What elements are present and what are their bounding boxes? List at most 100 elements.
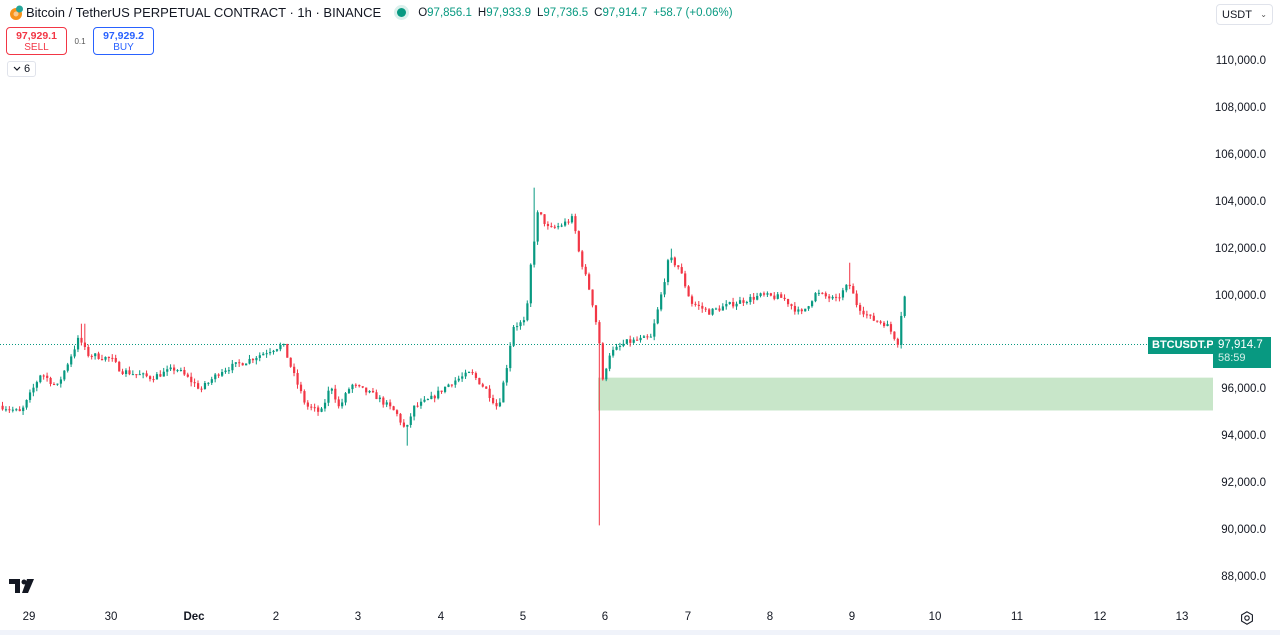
candle [443, 386, 447, 394]
sell-price: 97,929.1 [16, 30, 57, 42]
candle [426, 398, 430, 401]
candle [107, 356, 111, 362]
candle [810, 300, 814, 308]
candle [279, 342, 282, 352]
candle [478, 377, 481, 385]
candle [450, 384, 454, 388]
symbol-legend: Bitcoin / TetherUS PERPETUAL CONTRACT · … [8, 5, 733, 20]
candle [238, 359, 241, 367]
buy-button[interactable]: 97,929.2 BUY [93, 27, 154, 55]
candle [570, 213, 574, 224]
candle [416, 402, 419, 408]
settings-gear-icon[interactable] [1240, 611, 1254, 625]
candle [310, 403, 313, 411]
price-scale-label: 92,000.0 [1221, 477, 1266, 490]
change-value: +58.7 (+0.06%) [653, 6, 733, 19]
candle [368, 390, 371, 394]
candle [886, 320, 889, 327]
candle [666, 258, 670, 286]
candle [166, 365, 169, 376]
candle [221, 368, 224, 377]
candle [334, 384, 337, 403]
candle [625, 339, 628, 345]
candle [203, 380, 207, 390]
time-scale-label: 5 [519, 611, 527, 623]
candle [769, 292, 773, 297]
candle [59, 376, 63, 388]
market-open-dot-icon [397, 8, 407, 17]
candle [574, 213, 577, 234]
candle [124, 368, 128, 377]
candle [852, 283, 855, 294]
candle [118, 360, 121, 372]
buy-price: 97,929.2 [103, 30, 144, 42]
candle [11, 406, 14, 413]
candle [200, 386, 203, 393]
candle [660, 292, 663, 312]
candle [694, 301, 697, 307]
candle [680, 263, 683, 274]
candle [708, 308, 711, 315]
symbol-title[interactable]: Bitcoin / TetherUS PERPETUAL CONTRACT · … [26, 5, 382, 20]
candle [128, 366, 131, 376]
candle [179, 367, 183, 372]
candle [66, 362, 69, 373]
candle [385, 400, 388, 408]
candle [632, 337, 635, 344]
candle [155, 372, 159, 380]
candle [762, 291, 766, 297]
candle [701, 302, 704, 313]
candle [70, 354, 73, 368]
candle [361, 386, 364, 389]
candle [903, 295, 906, 318]
support-zone-rect[interactable] [598, 377, 1213, 411]
candle [193, 378, 196, 388]
candle [183, 366, 186, 376]
candle [540, 212, 543, 216]
candle [766, 291, 769, 297]
candle [690, 294, 694, 307]
candle [804, 308, 807, 312]
candle [838, 293, 841, 302]
bar-countdown: 58:59 [1218, 352, 1246, 364]
time-scale-label: 6 [601, 611, 609, 623]
candle [704, 306, 707, 312]
candle [718, 305, 721, 312]
candle [869, 314, 872, 319]
close-label: C [594, 6, 603, 19]
candle [344, 392, 347, 406]
candle [97, 351, 100, 360]
candle [581, 249, 584, 270]
sell-button[interactable]: 97,929.1 SELL [6, 27, 67, 55]
candle [824, 291, 827, 299]
candle [687, 285, 690, 297]
candle [39, 374, 42, 384]
candle [18, 406, 21, 412]
candle [841, 287, 845, 301]
candle [234, 362, 237, 368]
candle [94, 352, 97, 360]
candle [512, 325, 515, 348]
candle [351, 383, 354, 393]
open-label: O [418, 6, 428, 19]
candle [601, 342, 604, 381]
close-value: 97,914.7 [602, 6, 648, 19]
candle [883, 321, 886, 328]
candle [498, 398, 502, 408]
tradingview-logo-icon[interactable] [9, 579, 35, 598]
time-scale-label: 13 [1175, 611, 1189, 623]
open-value: 97,856.1 [427, 6, 472, 19]
candle [817, 289, 821, 296]
price-scale-label: 96,000.0 [1221, 383, 1266, 396]
candle [646, 334, 649, 340]
candle [46, 372, 49, 382]
candle [382, 396, 385, 408]
candle [732, 297, 735, 309]
price-scale-label: 90,000.0 [1221, 524, 1266, 537]
candle [529, 263, 532, 307]
candle [797, 306, 800, 315]
currency-selector[interactable]: USDT ⌄ [1216, 4, 1273, 25]
candle [536, 210, 539, 245]
indicators-toggle-button[interactable]: 6 [7, 61, 37, 77]
